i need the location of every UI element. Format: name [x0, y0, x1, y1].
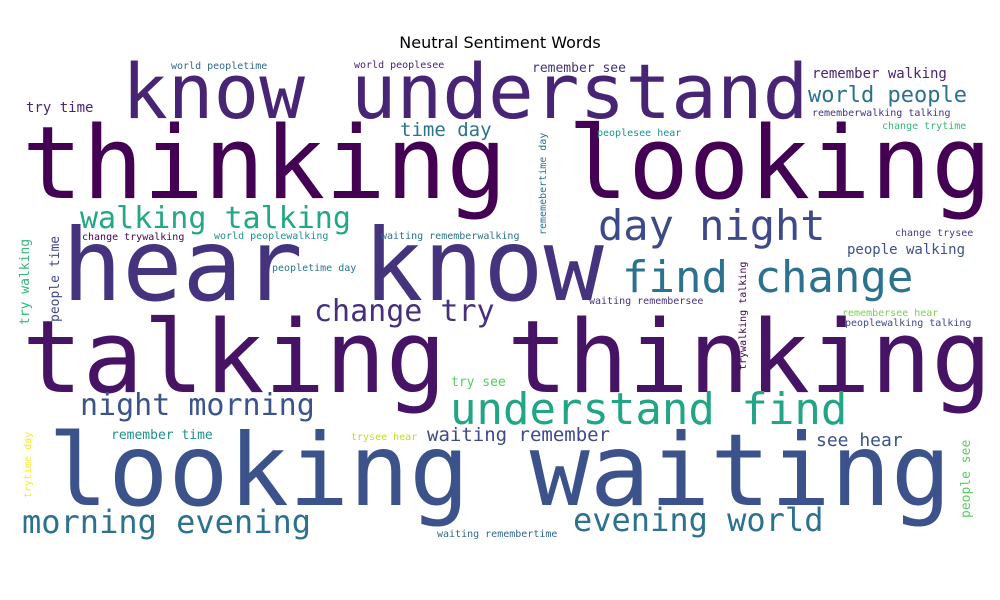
word-world-peopletime: world peopletime	[171, 61, 267, 72]
word-remembersee-hear: remembersee hear	[842, 308, 938, 319]
word-waiting-remembersee: waiting remembersee	[589, 296, 703, 307]
word-try-time: try time	[26, 100, 93, 116]
word-trysee-hear: trysee hear	[351, 432, 417, 443]
word-people-time: people time	[48, 236, 63, 322]
word-thinking-looking: thinking looking	[22, 105, 992, 222]
word-try-walking: try walking	[18, 239, 33, 325]
word-change-try: change try	[314, 294, 495, 329]
chart-title: Neutral Sentiment Words	[399, 33, 601, 52]
word-morning-evening: morning evening	[22, 503, 311, 541]
word-hear-know: hear know	[62, 207, 605, 324]
word-understand-find: understand find	[450, 384, 847, 435]
word-remember-see: remember see	[532, 61, 626, 76]
word-peoplesee-hear: peoplesee hear	[597, 128, 681, 139]
word-trytime-day: trytime day	[23, 432, 34, 498]
word-remember-time: remember time	[111, 428, 213, 443]
word-evening-world: evening world	[573, 501, 823, 539]
word-see-hear: see hear	[816, 430, 903, 451]
word-change-trytime: change trytime	[882, 121, 966, 132]
word-people-walking: people walking	[847, 242, 965, 258]
word-change-trysee: change trysee	[895, 228, 973, 239]
word-people-see: people see	[959, 440, 974, 518]
word-trywalking-talking: trywalking talking	[738, 262, 749, 370]
word-know-understand: know understand	[122, 47, 808, 136]
word-rememberwalking-talking: rememberwalking talking	[812, 108, 950, 119]
word-world-people: world people	[808, 83, 967, 108]
word-talking-thinking: talking thinking	[22, 299, 992, 416]
word-time-day: time day	[400, 119, 492, 141]
word-remember-walking: remember walking	[812, 66, 947, 82]
word-world-peoplesee: world peoplesee	[354, 60, 444, 71]
word-world-peoplewalking: world peoplewalking	[214, 231, 328, 242]
word-change-trywalking: change trywalking	[82, 232, 184, 243]
word-peopletime-day: peopletime day	[272, 263, 356, 274]
word-waiting-remember: waiting remember	[427, 424, 610, 446]
word-walking-talking: walking talking	[80, 201, 351, 236]
word-waiting-remembertime: waiting remembertime	[437, 529, 557, 540]
word-peoplewalking-talking: peoplewalking talking	[845, 318, 971, 329]
word-rememebertime-day: rememebertime day	[538, 133, 549, 235]
word-day-night: day night	[598, 201, 826, 250]
word-find-change: find change	[622, 252, 913, 303]
word-waiting-rememberwalking: waiting rememberwalking	[381, 231, 519, 242]
word-try-see: try see	[451, 375, 506, 390]
word-looking-waiting: looking waiting	[48, 412, 951, 529]
word-night-morning: night morning	[80, 388, 315, 423]
